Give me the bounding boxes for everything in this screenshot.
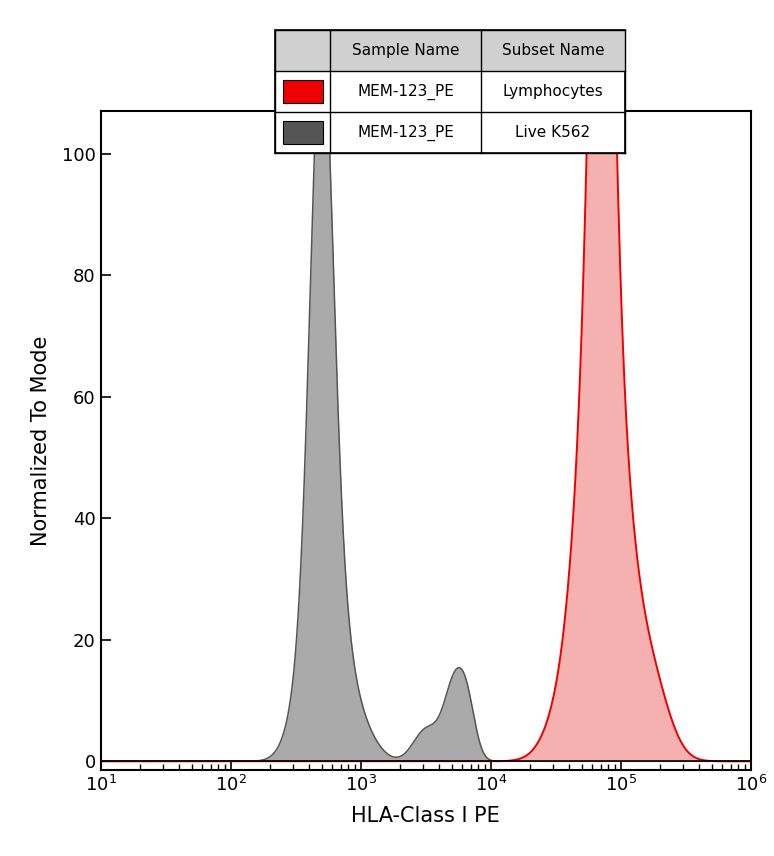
Text: Lymphocytes: Lymphocytes (502, 84, 604, 99)
Y-axis label: Normalized To Mode: Normalized To Mode (31, 336, 51, 546)
X-axis label: HLA-Class I PE: HLA-Class I PE (351, 806, 500, 827)
Text: MEM-123_PE: MEM-123_PE (358, 125, 454, 140)
Text: Sample Name: Sample Name (352, 43, 460, 58)
Text: Subset Name: Subset Name (502, 43, 604, 58)
Text: MEM-123_PE: MEM-123_PE (358, 84, 454, 99)
Text: Live K562: Live K562 (515, 125, 591, 140)
